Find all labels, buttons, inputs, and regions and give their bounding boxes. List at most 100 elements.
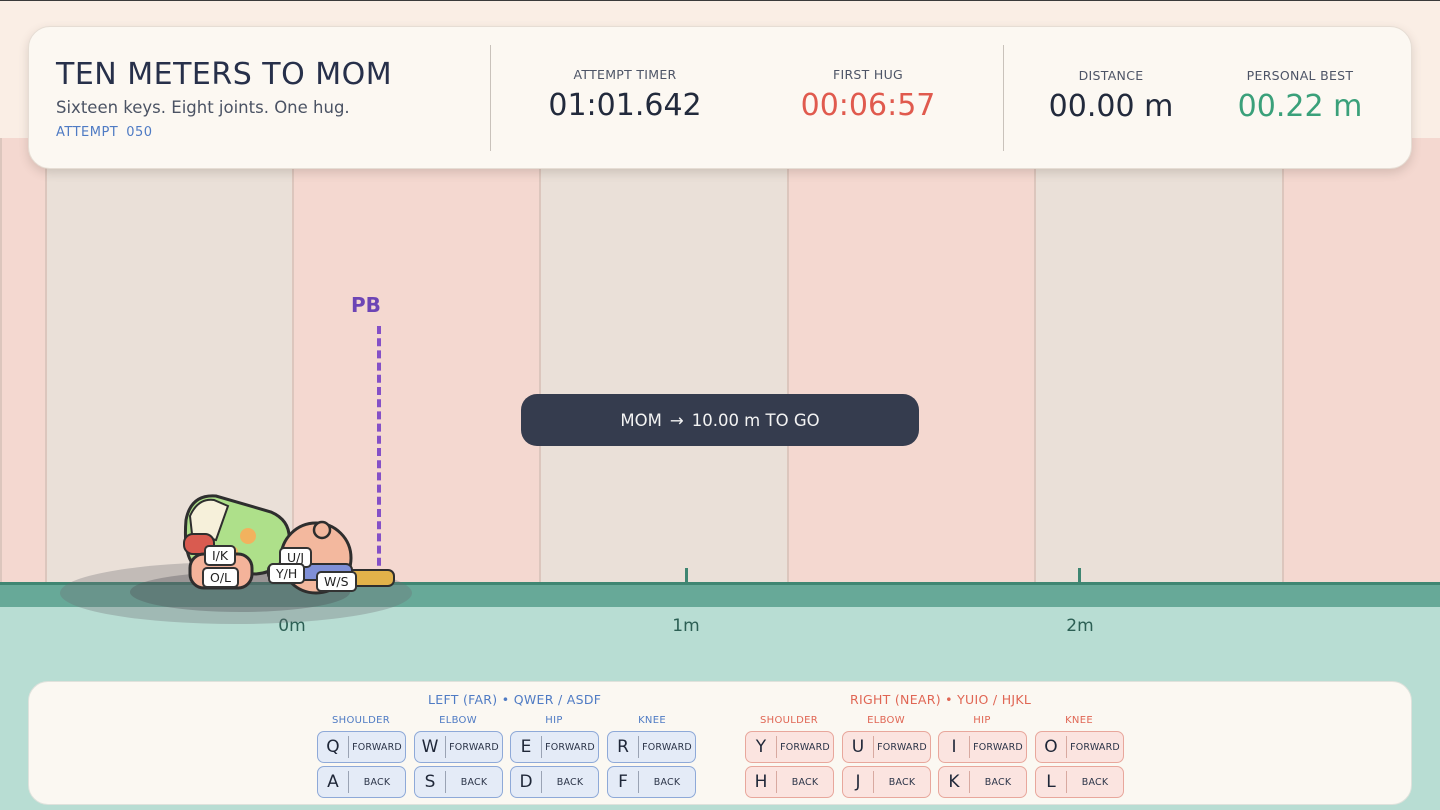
pb-marker-line	[377, 326, 381, 578]
goal-remaining: 10.00 m TO GO	[691, 410, 820, 430]
personal-best-value: 00.22 m	[1237, 89, 1363, 124]
distance-marker-0m: 0m	[278, 616, 306, 636]
personal-best-label: PERSONAL BEST	[1246, 68, 1354, 83]
distance-marker-1m: 1m	[672, 616, 700, 636]
key-action: FORWARD	[449, 741, 499, 753]
key-e-left-hip-forward[interactable]: E FORWARD	[510, 731, 599, 763]
first-hug-value: 00:06:57	[800, 88, 936, 123]
attempt-counter: ATTEMPT 050	[56, 125, 153, 140]
key-letter: J	[843, 771, 874, 793]
key-i-right-hip-forward[interactable]: I FORWARD	[938, 731, 1027, 763]
distance-tick	[1078, 568, 1081, 582]
key-action: FORWARD	[1070, 741, 1120, 753]
hud-panel: TEN METERS TO MOM Sixteen keys. Eight jo…	[28, 26, 1412, 169]
distance-stat: DISTANCE 00.00 m	[1001, 68, 1221, 124]
joint-tag-left-hip: I/K	[204, 545, 237, 566]
key-f-left-knee-back[interactable]: F BACK	[607, 766, 696, 798]
key-letter: S	[415, 771, 446, 793]
key-letter: E	[511, 736, 542, 758]
controls-panel: LEFT (FAR) • QWER / ASDF RIGHT (NEAR) • …	[28, 681, 1412, 805]
key-d-left-hip-back[interactable]: D BACK	[510, 766, 599, 798]
wall-panel	[539, 138, 787, 583]
hud-divider	[1003, 45, 1004, 151]
key-action: FORWARD	[973, 741, 1023, 753]
attempt-timer-value: 01:01.642	[548, 88, 702, 123]
goal-target: MOM	[620, 410, 662, 430]
key-action: BACK	[791, 776, 819, 788]
key-action: FORWARD	[877, 741, 927, 753]
key-letter: H	[746, 771, 777, 793]
key-letter: R	[608, 736, 639, 758]
wall-panel	[1034, 138, 1282, 583]
attempt-number: 050	[126, 125, 153, 140]
key-letter: W	[415, 736, 446, 758]
game-title: TEN METERS TO MOM	[56, 57, 393, 92]
key-y-right-shoulder-forward[interactable]: Y FORWARD	[745, 731, 834, 763]
attempt-timer-stat: ATTEMPT TIMER 01:01.642	[515, 67, 735, 123]
wall-panel	[787, 138, 1034, 583]
key-action: BACK	[556, 776, 584, 788]
wall-panel	[1282, 138, 1440, 583]
joint-tag-right-shoulder: Y/H	[268, 563, 306, 584]
key-s-left-elbow-back[interactable]: S BACK	[414, 766, 503, 798]
right-elbow-heading: ELBOW	[867, 715, 905, 726]
key-r-left-knee-forward[interactable]: R FORWARD	[607, 731, 696, 763]
left-controls-title: LEFT (FAR) • QWER / ASDF	[428, 692, 602, 707]
key-action: FORWARD	[780, 741, 830, 753]
distance-marker-2m: 2m	[1066, 616, 1094, 636]
key-k-right-hip-back[interactable]: K BACK	[938, 766, 1027, 798]
key-action: BACK	[653, 776, 681, 788]
key-action: BACK	[460, 776, 488, 788]
right-hip-heading: HIP	[973, 715, 991, 726]
key-a-left-shoulder-back[interactable]: A BACK	[317, 766, 406, 798]
wall-panel	[0, 138, 45, 583]
attempt-timer-label: ATTEMPT TIMER	[573, 67, 677, 82]
key-h-right-shoulder-back[interactable]: H BACK	[745, 766, 834, 798]
key-letter: Y	[746, 736, 777, 758]
key-letter: I	[939, 736, 970, 758]
key-letter: A	[318, 771, 349, 793]
hud-divider	[490, 45, 491, 151]
ground-strip	[0, 582, 1440, 607]
attempt-label: ATTEMPT	[56, 125, 119, 140]
goal-distance-banner: MOM → 10.00 m TO GO	[521, 394, 919, 446]
key-letter: O	[1036, 736, 1067, 758]
key-action: FORWARD	[642, 741, 692, 753]
key-action: BACK	[363, 776, 391, 788]
key-letter: K	[939, 771, 970, 793]
left-shoulder-heading: SHOULDER	[332, 715, 390, 726]
left-hip-heading: HIP	[545, 715, 563, 726]
key-action: BACK	[984, 776, 1012, 788]
key-letter: D	[511, 771, 542, 793]
distance-label: DISTANCE	[1078, 68, 1144, 83]
left-elbow-heading: ELBOW	[439, 715, 477, 726]
key-action: FORWARD	[352, 741, 402, 753]
distance-value: 00.00 m	[1048, 89, 1174, 124]
key-u-right-elbow-forward[interactable]: U FORWARD	[842, 731, 931, 763]
key-letter: F	[608, 771, 639, 793]
joint-tag-left-knee: O/L	[202, 567, 240, 588]
game-subtitle: Sixteen keys. Eight joints. One hug.	[56, 98, 350, 117]
key-action: FORWARD	[545, 741, 595, 753]
joint-tag-left-elbow: W/S	[316, 571, 357, 592]
left-knee-heading: KNEE	[638, 715, 666, 726]
personal-best-stat: PERSONAL BEST 00.22 m	[1190, 68, 1410, 124]
first-hug-label: FIRST HUG	[832, 67, 904, 82]
arrow-right-icon: →	[669, 410, 684, 430]
distance-tick	[685, 568, 688, 582]
right-shoulder-heading: SHOULDER	[760, 715, 818, 726]
key-o-right-knee-forward[interactable]: O FORWARD	[1035, 731, 1124, 763]
right-knee-heading: KNEE	[1065, 715, 1093, 726]
key-w-left-elbow-forward[interactable]: W FORWARD	[414, 731, 503, 763]
first-hug-stat: FIRST HUG 00:06:57	[758, 67, 978, 123]
pb-marker-label: PB	[351, 293, 381, 317]
key-q-left-shoulder-forward[interactable]: Q FORWARD	[317, 731, 406, 763]
wall-panel	[292, 138, 539, 583]
key-letter: L	[1036, 771, 1067, 793]
key-letter: Q	[318, 736, 349, 758]
key-j-right-elbow-back[interactable]: J BACK	[842, 766, 931, 798]
key-action: BACK	[888, 776, 916, 788]
right-controls-title: RIGHT (NEAR) • YUIO / HJKL	[850, 692, 1032, 707]
key-action: BACK	[1081, 776, 1109, 788]
key-l-right-knee-back[interactable]: L BACK	[1035, 766, 1124, 798]
